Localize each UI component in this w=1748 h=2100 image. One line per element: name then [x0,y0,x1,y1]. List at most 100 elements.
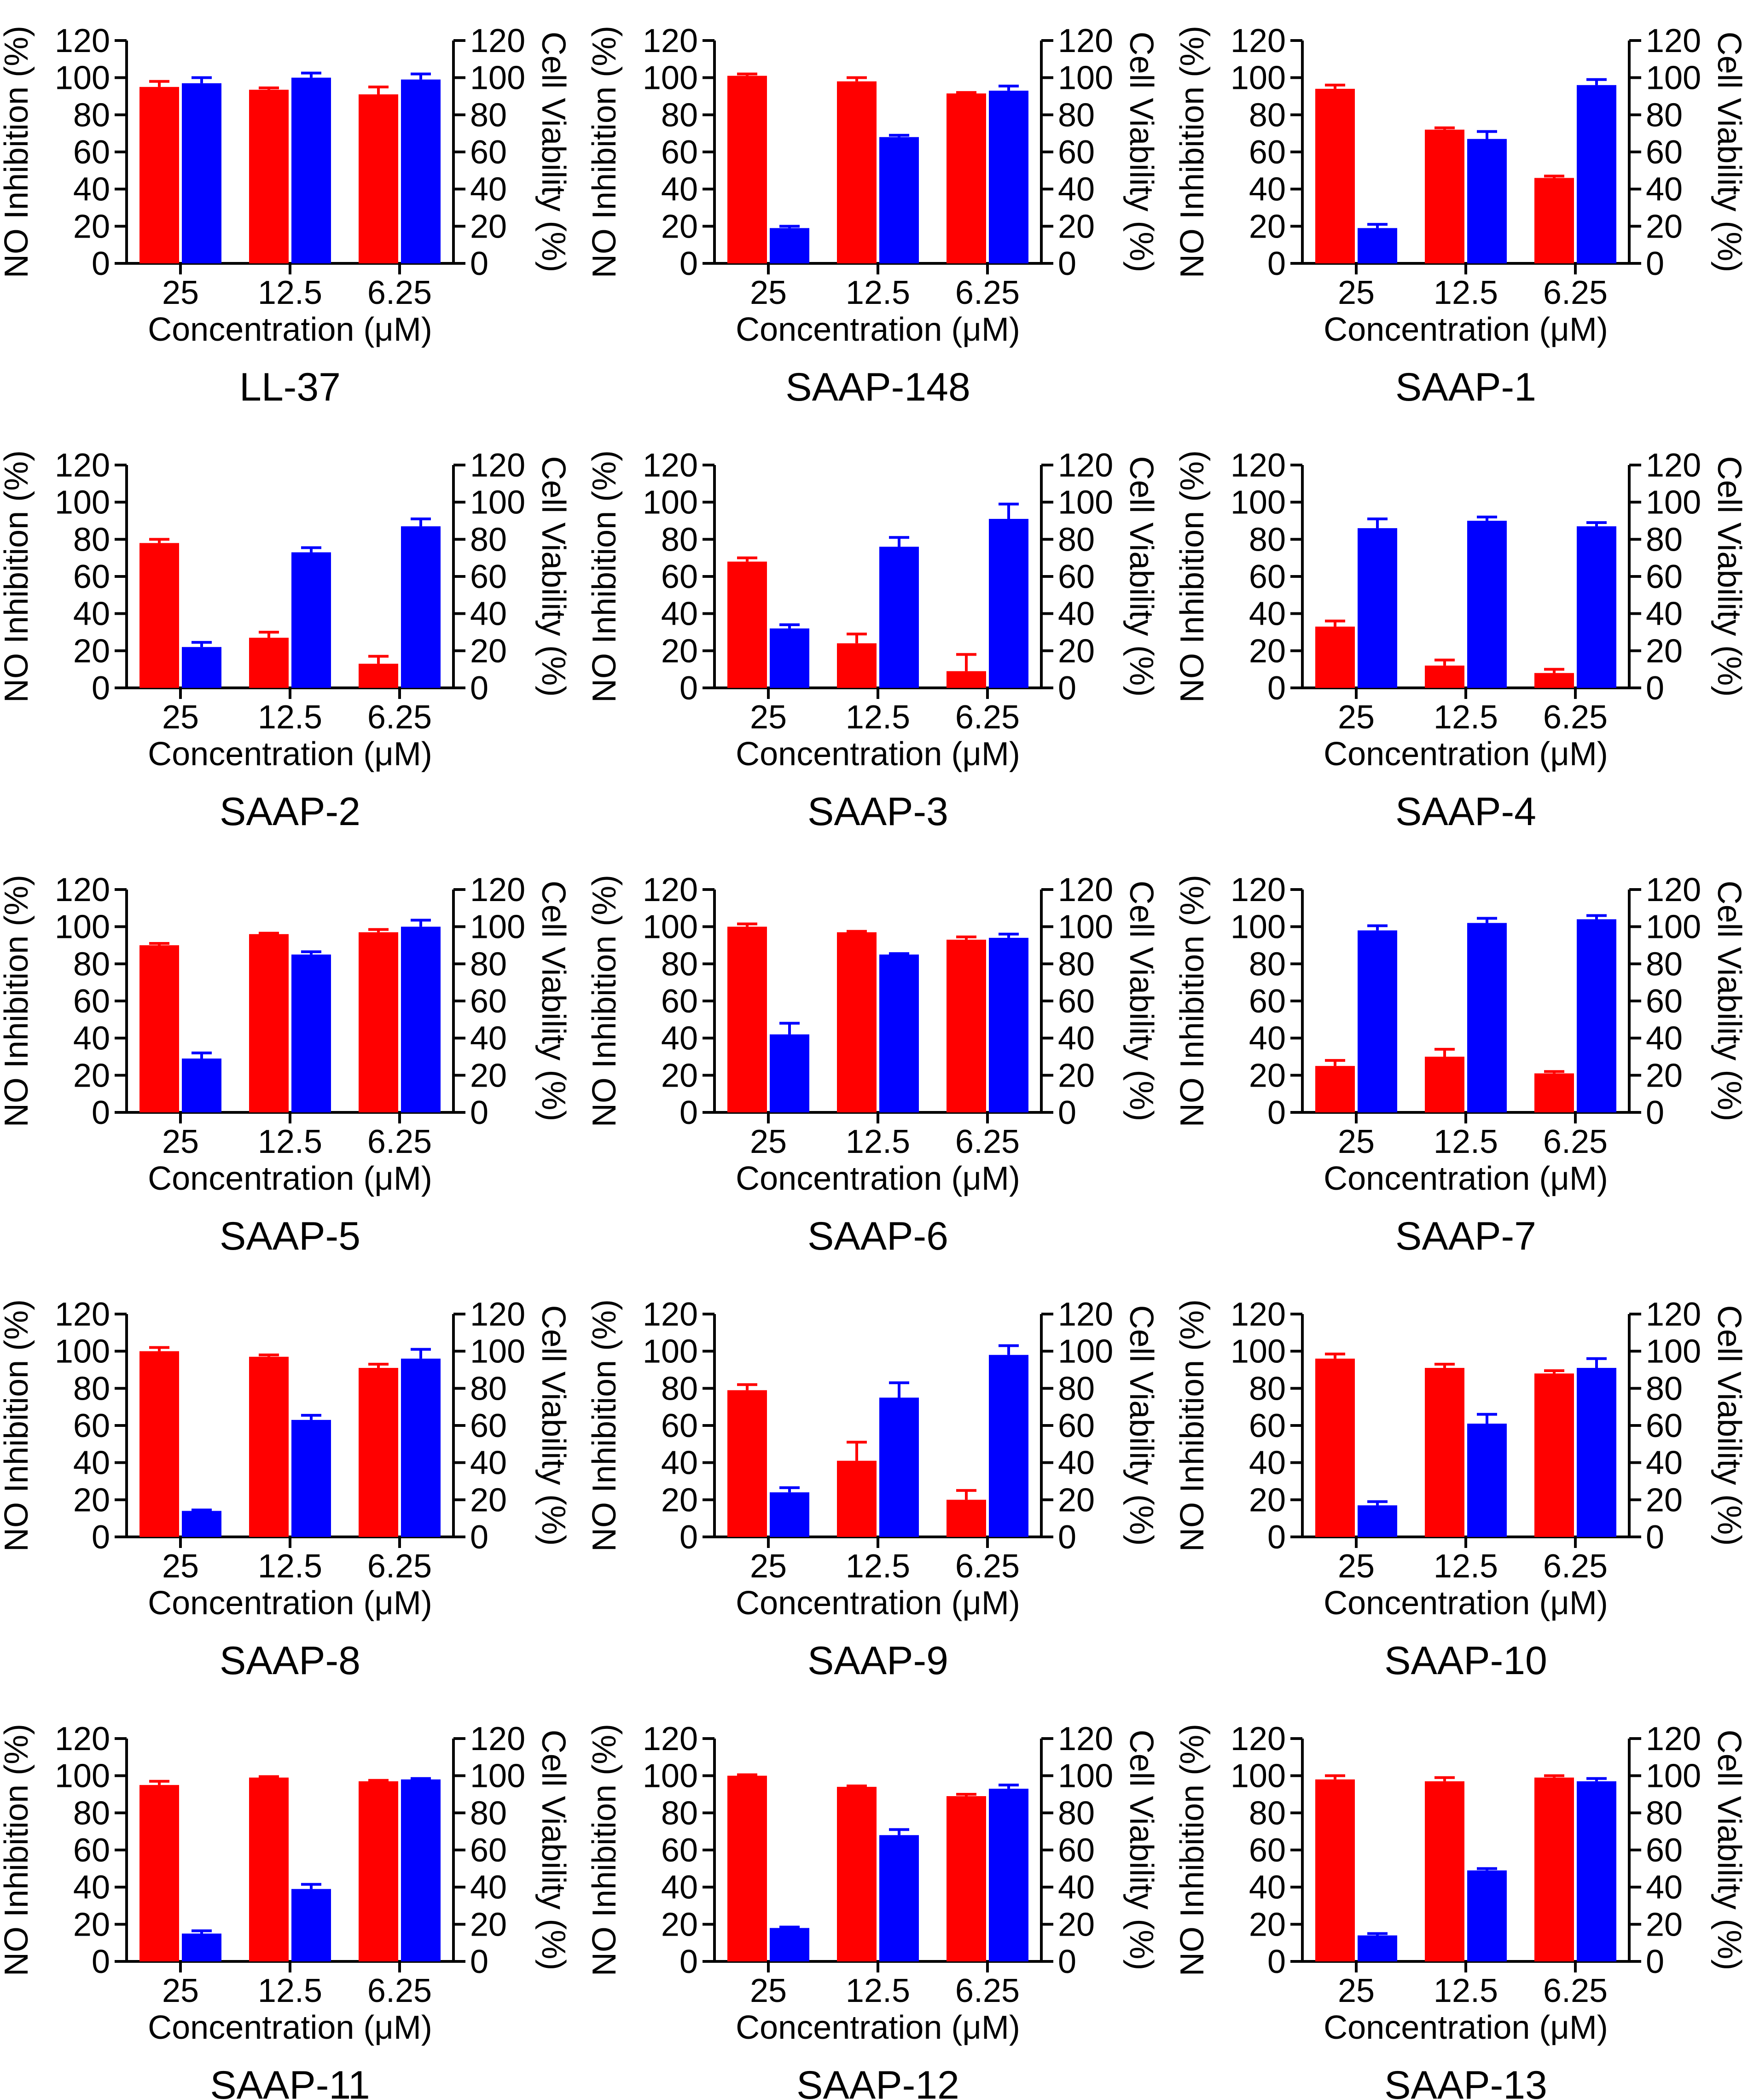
cell-viability-bar [291,552,331,688]
cell-viability-bar [1467,923,1507,1112]
left-tick-label: 20 [73,1057,110,1094]
right-tick-label: 60 [1646,134,1683,171]
left-tick-label: 120 [1231,1296,1286,1333]
right-tick-label: 40 [1058,1020,1095,1057]
cell-viability-bar [1467,1423,1507,1537]
right-tick-label: 20 [1058,1057,1095,1094]
right-tick-label: 60 [470,134,507,171]
cell-viability-bar [401,526,441,688]
left-tick-label: 80 [1249,1370,1286,1407]
left-tick-label: 40 [661,1869,698,1906]
left-y-axis-label: NO Inhibition (%) [1174,26,1211,278]
left-tick-label: 60 [1249,134,1286,171]
right-y-axis-label: Cell Viability (%) [1123,456,1160,697]
left-tick-label: 100 [1231,909,1286,946]
x-tick-label: 12.5 [1434,274,1498,311]
left-tick-label: 60 [73,983,110,1020]
x-tick-label: 12.5 [846,699,910,736]
no-inhibition-bar [947,939,986,1112]
right-tick-label: 100 [1646,484,1701,521]
left-tick-label: 80 [661,1795,698,1832]
left-tick-label: 20 [1249,1482,1286,1518]
no-inhibition-bar [139,1785,179,1961]
left-tick-label: 60 [1249,558,1286,595]
x-axis-label: Concentration (μM) [148,736,432,773]
left-tick-label: 40 [1249,1020,1286,1057]
left-tick-label: 80 [661,1370,698,1407]
x-tick-label: 25 [750,1972,787,2009]
right-tick-label: 120 [1058,23,1113,59]
right-tick-label: 120 [470,1296,525,1333]
right-tick-label: 40 [1646,171,1683,208]
right-y-axis-label: Cell Viability (%) [1711,32,1748,273]
right-tick-label: 80 [1646,97,1683,134]
cell-viability-bar [989,518,1028,688]
right-tick-label: 100 [470,60,525,97]
right-tick-label: 60 [1058,1408,1095,1444]
x-tick-label: 6.25 [367,1123,432,1160]
chart-title: SAAP-148 [785,365,970,409]
no-inhibition-bar [1425,1367,1464,1537]
left-tick-label: 40 [73,1020,110,1057]
no-inhibition-bar [837,1460,877,1537]
no-inhibition-bar [727,76,767,263]
right-tick-label: 100 [1646,1758,1701,1795]
cell-viability-bar [401,1358,441,1537]
right-y-axis-label: Cell Viability (%) [535,456,572,697]
right-y-axis-label: Cell Viability (%) [1123,1730,1160,1971]
x-axis-label: Concentration (μM) [736,736,1020,773]
left-tick-label: 0 [679,670,698,707]
right-tick-label: 60 [1646,558,1683,595]
left-y-axis-label: NO Inhibition (%) [0,26,35,278]
x-tick-label: 12.5 [846,274,910,311]
no-inhibition-bar [837,932,877,1112]
no-inhibition-bar [1425,1057,1464,1112]
right-tick-label: 100 [470,1333,525,1370]
right-tick-label: 20 [1646,1057,1683,1094]
x-tick-label: 25 [162,1972,199,2009]
right-tick-label: 60 [1646,1408,1683,1444]
right-y-axis-label: Cell Viability (%) [535,881,572,1122]
chart-title: SAAP-7 [1395,1214,1536,1258]
no-inhibition-bar [359,94,398,263]
chart-title: SAAP-8 [220,1639,360,1683]
x-tick-label: 6.25 [367,274,432,311]
cell-viability-bar [879,137,919,263]
no-inhibition-bar [727,1775,767,1961]
right-tick-label: 40 [1646,1445,1683,1482]
chart-title: SAAP-2 [220,790,360,834]
left-tick-label: 0 [1267,245,1286,282]
cell-viability-bar [1358,528,1397,688]
x-axis-label: Concentration (μM) [148,311,432,348]
right-tick-label: 80 [470,521,507,558]
cell-viability-bar [770,628,809,688]
left-tick-label: 100 [643,484,698,521]
right-tick-label: 120 [1646,447,1701,484]
left-tick-label: 40 [661,596,698,633]
x-axis-label: Concentration (μM) [736,1160,1020,1197]
cell-viability-bar [770,1034,809,1112]
x-tick-label: 12.5 [1434,699,1498,736]
left-tick-label: 120 [1231,447,1286,484]
right-y-axis-label: Cell Viability (%) [1711,881,1748,1122]
left-tick-label: 0 [92,1094,110,1131]
right-tick-label: 120 [470,23,525,59]
left-tick-label: 40 [1249,1445,1286,1482]
right-tick-label: 0 [1646,1094,1664,1131]
left-tick-label: 40 [661,1020,698,1057]
right-tick-label: 80 [1646,946,1683,983]
left-tick-label: 20 [661,633,698,669]
cell-viability-bar [1577,919,1616,1112]
no-inhibition-bar [947,93,986,263]
left-tick-label: 0 [92,1519,110,1556]
chart-title: SAAP-1 [1395,365,1536,409]
left-tick-label: 60 [1249,1408,1286,1444]
left-tick-label: 20 [661,208,698,245]
right-tick-label: 80 [1058,1370,1095,1407]
left-tick-label: 80 [1249,1795,1286,1832]
left-tick-label: 40 [1249,596,1286,633]
